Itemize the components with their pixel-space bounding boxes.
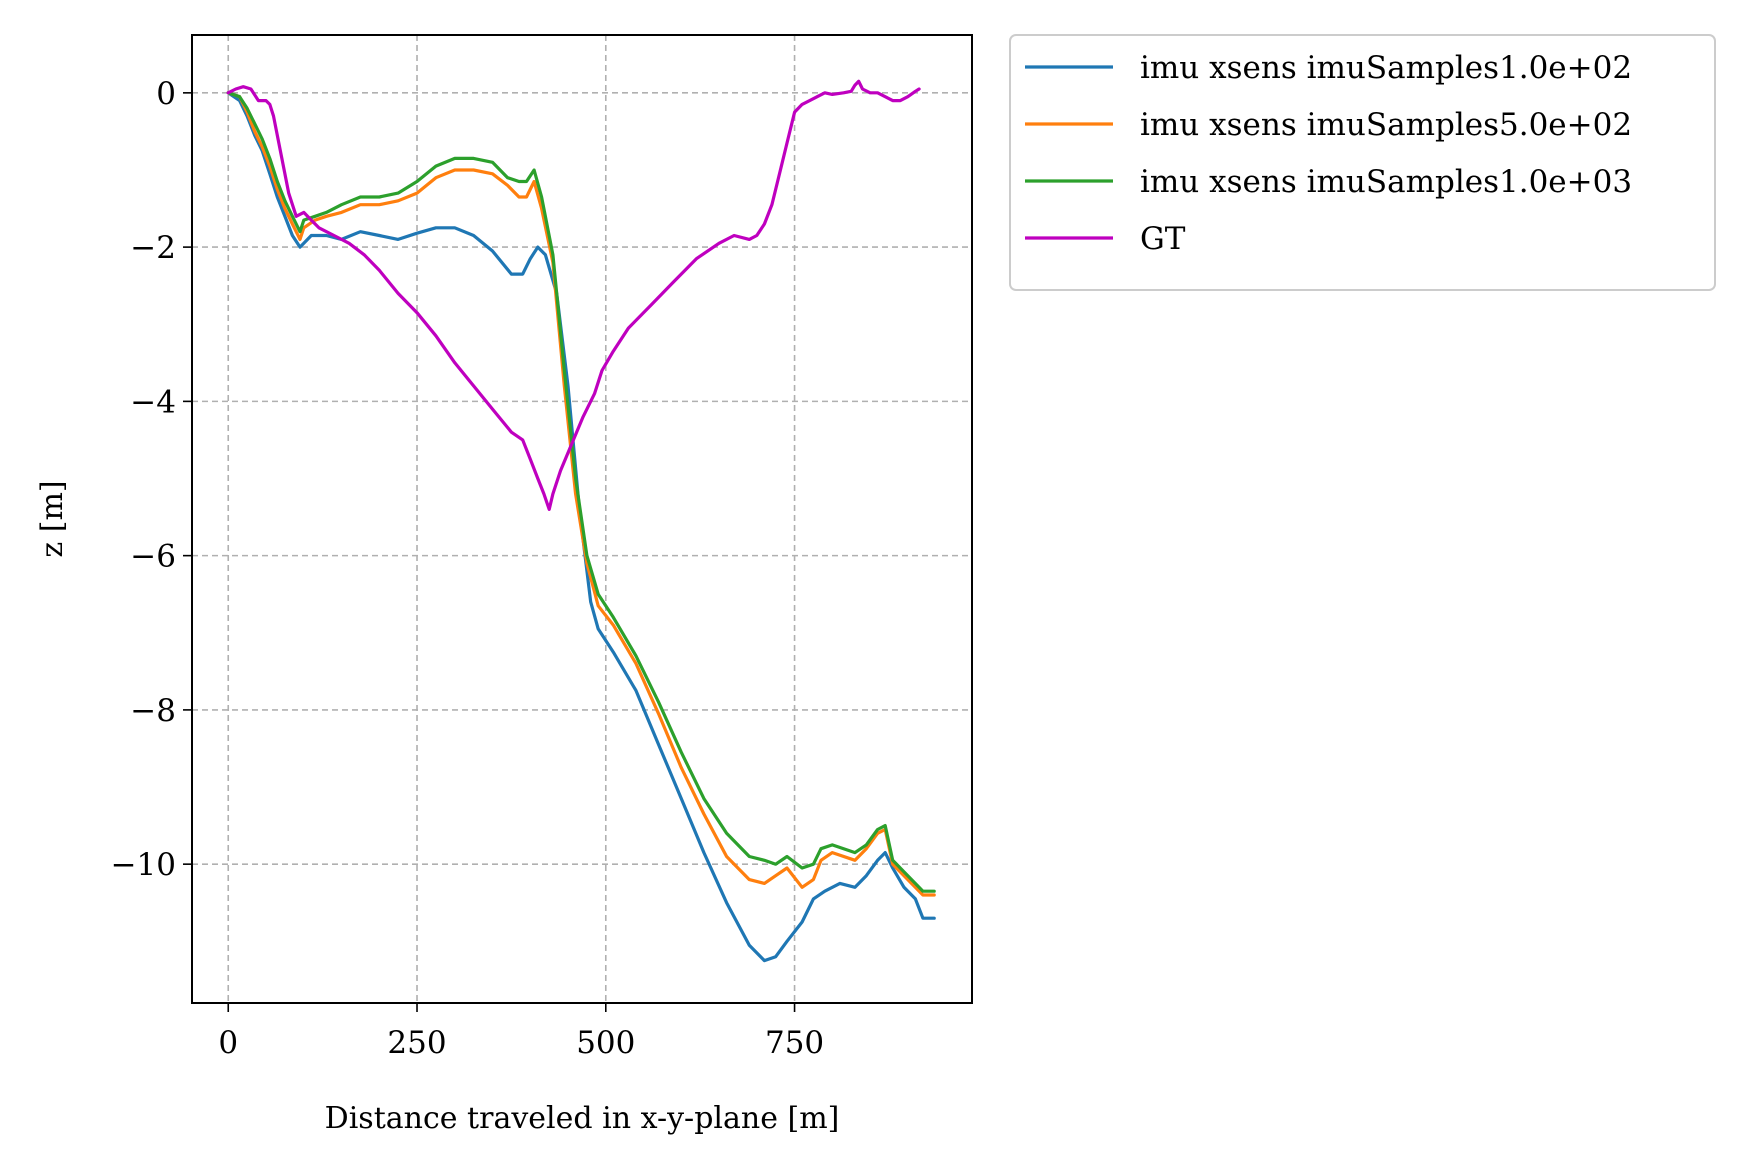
- x-tick-label: 250: [387, 1025, 446, 1061]
- legend-frame: [1009, 34, 1716, 291]
- legend-label: GT: [1140, 221, 1186, 257]
- y-tick-label: −4: [130, 384, 176, 420]
- grid: [192, 35, 972, 1003]
- legend-label: imu xsens imuSamples1.0e+02: [1140, 50, 1632, 86]
- legend: imu xsens imuSamples1.0e+02 imu xsens imu…: [1009, 34, 1716, 291]
- x-tick-label: 750: [765, 1025, 824, 1061]
- plot-frame: [191, 34, 973, 1004]
- y-tick-label: −8: [130, 693, 176, 729]
- y-tick-label: 0: [156, 76, 176, 112]
- y-tick-label: −2: [130, 230, 176, 266]
- legend-label: imu xsens imuSamples1.0e+03: [1140, 164, 1632, 200]
- x-tick-label: 0: [218, 1025, 238, 1061]
- y-axis-title: z [m]: [35, 480, 70, 557]
- x-tick-label: 500: [576, 1025, 635, 1061]
- series-line-3: [226, 91, 936, 893]
- series-lines: [226, 79, 936, 963]
- x-axis-title: Distance traveled in x-y-plane [m]: [325, 1101, 840, 1136]
- legend-label: imu xsens imuSamples5.0e+02: [1140, 107, 1632, 143]
- axis-ticks: 0 250 500 750 0 −2 −4 −6 −8 −10: [111, 76, 825, 1061]
- y-tick-label: −6: [130, 539, 176, 575]
- series-line-4: [226, 79, 921, 511]
- series-line-2: [226, 91, 936, 897]
- y-tick-label: −10: [111, 847, 176, 883]
